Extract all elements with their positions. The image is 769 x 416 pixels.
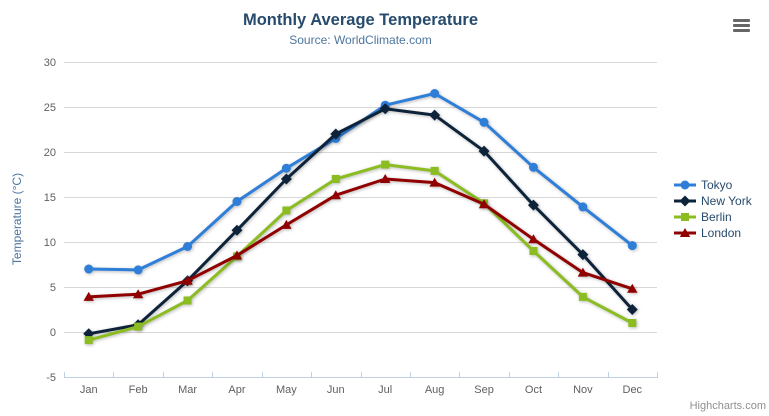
marker-london [627, 283, 638, 293]
marker-tokyo [528, 162, 538, 172]
series-new-york [83, 103, 638, 340]
marker-new-york [626, 304, 638, 315]
marker-berlin [183, 296, 192, 305]
marker-berlin [529, 247, 538, 255]
marker-tokyo [430, 89, 440, 98]
series-line-berlin [87, 163, 634, 342]
marker-berlin [578, 292, 587, 301]
chart-subtitle: Source: WorldClimate.com [289, 33, 432, 47]
chart-title: Monthly Average Temperature [242, 11, 479, 29]
marker-london [478, 199, 490, 209]
legend-label-berlin: Berlin [701, 210, 732, 224]
marker-tokyo [232, 197, 242, 206]
legend-label-new-york: New York [701, 194, 752, 208]
marker-london [83, 291, 94, 301]
legend-symbol-berlin [681, 213, 689, 221]
x-axis-label: Feb [129, 384, 148, 396]
legend-item-london[interactable]: London [674, 225, 752, 241]
marker-berlin [84, 336, 93, 345]
marker-berlin [381, 160, 390, 169]
series-london [83, 174, 638, 301]
marker-london [330, 190, 341, 200]
marker-london [182, 275, 193, 285]
series-tokyo [84, 89, 637, 275]
x-axis-label: Dec [623, 384, 643, 396]
series-line-new-york [87, 107, 634, 336]
gridlines [64, 62, 657, 378]
y-axis-label: 10 [44, 237, 56, 249]
marker-tokyo [84, 264, 94, 274]
marker-tokyo [578, 202, 588, 212]
y-axis-label: -5 [46, 372, 56, 384]
legend-item-tokyo[interactable]: Tokyo [674, 177, 752, 193]
y-axis-label: 0 [50, 327, 56, 339]
marker-berlin [331, 175, 340, 183]
x-axis-label: Jul [378, 384, 392, 396]
series-line-london [87, 177, 634, 299]
hamburger-icon [731, 18, 751, 32]
marker-tokyo [281, 163, 291, 173]
legend-marker-new-york [674, 195, 696, 207]
marker-new-york [429, 109, 441, 121]
marker-tokyo [627, 241, 637, 251]
legend-symbol-new-york [679, 195, 691, 207]
marker-new-york [577, 249, 589, 261]
legend-item-new-york[interactable]: New York [674, 193, 752, 209]
legend-symbol-london [679, 228, 691, 237]
legend: Tokyo New York Berlin London [674, 177, 752, 241]
legend-item-berlin[interactable]: Berlin [674, 209, 752, 225]
y-axis-label: 20 [44, 147, 56, 159]
export-menu-button[interactable] [729, 16, 753, 36]
x-axis-label: Jan [80, 384, 98, 396]
marker-london [429, 177, 440, 187]
marker-london [380, 174, 391, 183]
legend-marker-london [674, 228, 696, 237]
marker-london [132, 289, 144, 299]
marker-london [577, 267, 589, 277]
x-axis-label: Sep [474, 384, 494, 396]
marker-london [281, 219, 292, 229]
marker-berlin [282, 206, 291, 215]
legend-marker-tokyo [674, 180, 696, 190]
marker-new-york [280, 173, 292, 185]
marker-new-york [231, 224, 243, 236]
marker-tokyo [479, 117, 489, 127]
x-axis [64, 372, 658, 378]
y-axis-title: Temperature (°C) [10, 172, 24, 266]
marker-berlin [628, 319, 637, 327]
marker-new-york [379, 103, 391, 115]
marker-berlin [134, 322, 143, 331]
x-axis-label: Jun [327, 384, 345, 396]
marker-new-york [330, 128, 342, 140]
marker-london [231, 250, 243, 260]
y-axis-label: 30 [44, 57, 56, 69]
marker-new-york [527, 199, 539, 211]
legend-label-london: London [701, 226, 742, 240]
x-axis-label: Apr [228, 384, 245, 396]
legend-symbol-tokyo [680, 180, 690, 190]
marker-tokyo [133, 265, 143, 275]
marker-berlin [430, 166, 439, 175]
legend-marker-berlin [674, 213, 696, 221]
x-axis-label: Nov [573, 384, 593, 396]
x-axis-label: May [276, 384, 297, 396]
highcharts-credit[interactable]: Highcharts.com [689, 400, 766, 412]
y-axis-label: 25 [44, 102, 56, 114]
y-axis-label: 5 [50, 282, 56, 294]
x-axis-label: Oct [525, 384, 542, 396]
x-axis-label: Aug [425, 384, 445, 396]
y-axis-label: 15 [44, 192, 56, 204]
legend-label-tokyo: Tokyo [701, 178, 733, 192]
marker-london [528, 234, 539, 244]
x-axis-label: Mar [178, 384, 197, 396]
marker-new-york [478, 145, 490, 157]
marker-tokyo [183, 242, 193, 251]
